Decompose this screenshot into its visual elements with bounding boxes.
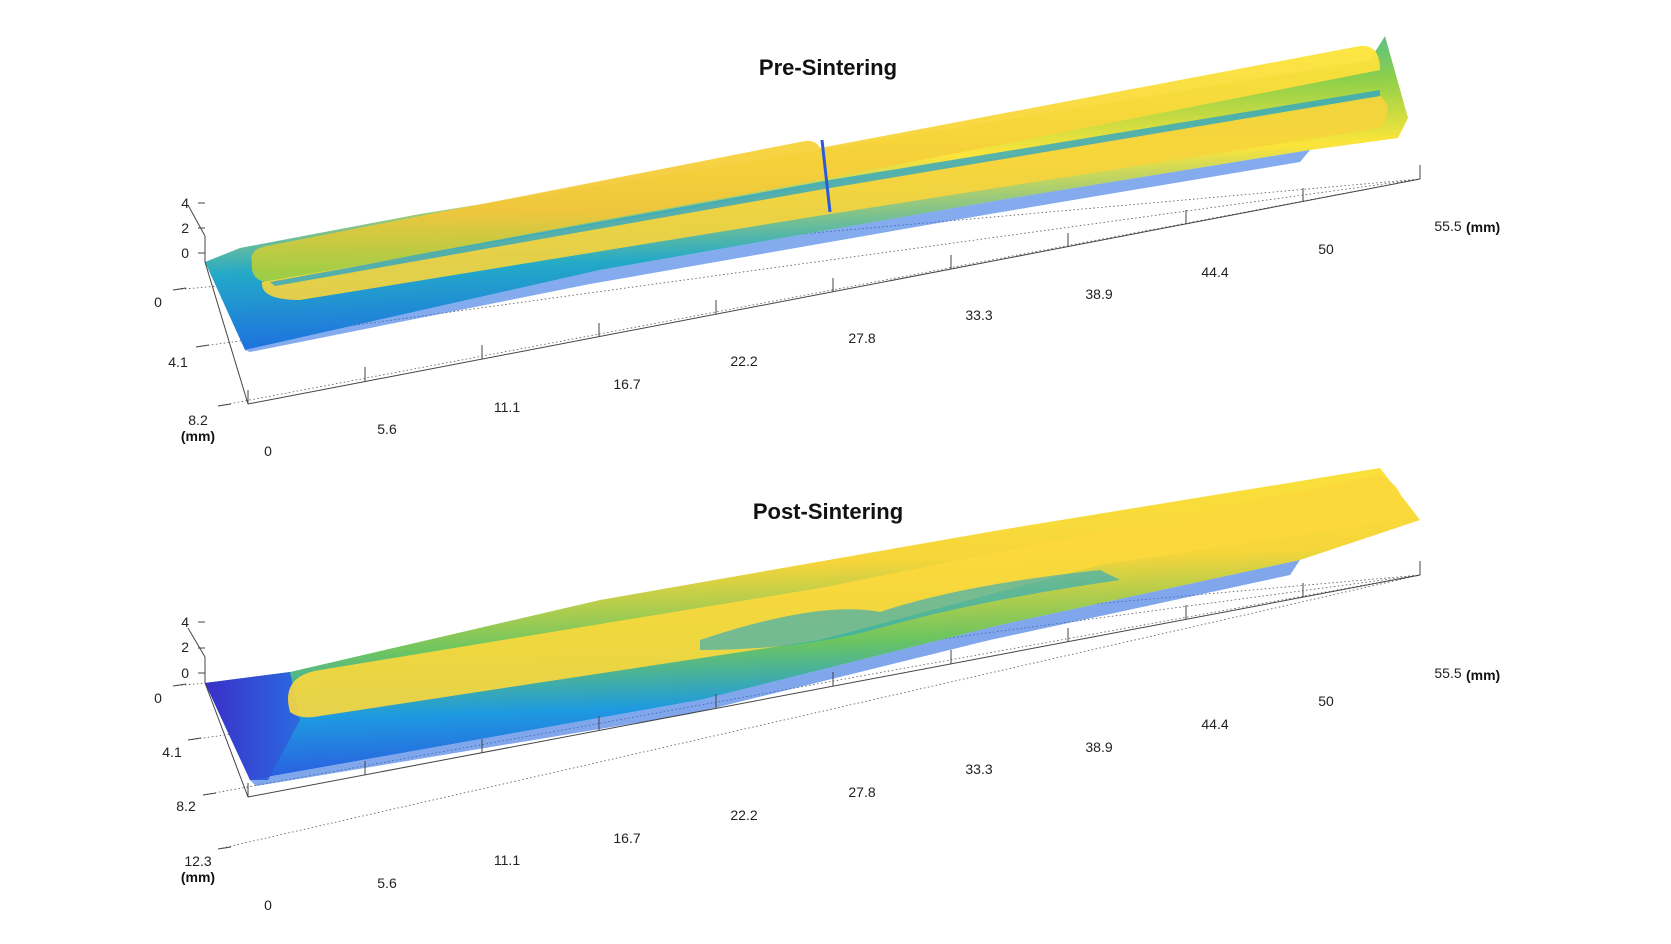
post-x-tick-27.8: 27.8 [848, 784, 875, 800]
post-z-tick-4: 4 [181, 614, 189, 630]
pre-z-tick-4: 4 [181, 195, 189, 211]
pre-x-tick-22.2: 22.2 [730, 353, 757, 369]
pre-x-tick-0: 0 [264, 443, 272, 459]
pre-axes [187, 178, 1421, 405]
post-z-tick-2: 2 [181, 639, 189, 655]
post-z-tick-0: 0 [181, 665, 189, 681]
pre-x-tick-33.3: 33.3 [965, 307, 992, 323]
post-low-region [205, 672, 300, 780]
pre-x-ticks: 0 5.6 11.1 16.7 22.2 27.8 33.3 38.9 44.4… [247, 165, 1500, 459]
post-x-tick-44.4: 44.4 [1201, 716, 1228, 732]
post-y-tick-12.3: 12.3 [184, 853, 211, 869]
pre-surface-shadow [245, 150, 1310, 352]
post-y-ticks: 0 4.1 8.2 12.3 (mm) [154, 683, 232, 885]
post-x-tick-0: 0 [264, 897, 272, 913]
post-x-tick-38.9: 38.9 [1085, 739, 1112, 755]
pre-x-tick-27.8: 27.8 [848, 330, 875, 346]
pre-y-unit: (mm) [181, 428, 215, 444]
pre-track-lower [261, 96, 1388, 300]
post-sintering-title: Post-Sintering [753, 499, 903, 524]
post-axes [187, 574, 1421, 798]
pre-y-tick-0: 0 [154, 294, 162, 310]
pre-y-tick-4.1: 4.1 [168, 354, 188, 370]
post-x-tick-55.5: 55.5 [1434, 665, 1461, 681]
pre-z-tick-0: 0 [181, 245, 189, 261]
post-surface [205, 468, 1420, 786]
pre-x-tick-16.7: 16.7 [613, 376, 640, 392]
pre-z-ticks: 4 2 0 [181, 195, 205, 261]
pre-x-unit: (mm) [1466, 219, 1500, 235]
pre-seam [820, 139, 832, 213]
post-x-tick-50: 50 [1318, 693, 1334, 709]
pre-y-tick-8.2: 8.2 [188, 412, 208, 428]
post-y-tick-8.2: 8.2 [176, 798, 196, 814]
post-surface-edge [250, 560, 1300, 786]
pre-y-ticks: 0 4.1 8.2 (mm) [154, 287, 232, 444]
post-track-valley [700, 570, 1120, 650]
post-y-tick-0: 0 [154, 690, 162, 706]
pre-x-tick-50: 50 [1318, 241, 1334, 257]
post-y-tick-4.1: 4.1 [162, 744, 182, 760]
post-x-tick-11.1: 11.1 [494, 852, 520, 868]
pre-x-tick-38.9: 38.9 [1085, 286, 1112, 302]
post-x-ticks: 0 5.6 11.1 16.7 22.2 27.8 33.3 38.9 44.4… [247, 561, 1500, 913]
pre-x-tick-11.1: 11.1 [494, 399, 520, 415]
post-z-ticks: 4 2 0 [181, 614, 205, 681]
pre-x-tick-44.4: 44.4 [1201, 264, 1228, 280]
pre-x-tick-55.5: 55.5 [1434, 218, 1461, 234]
post-x-tick-16.7: 16.7 [613, 830, 640, 846]
post-x-tick-33.3: 33.3 [965, 761, 992, 777]
post-x-tick-5.6: 5.6 [377, 875, 397, 891]
pre-sintering-title: Pre-Sintering [759, 55, 897, 80]
pre-z-tick-2: 2 [181, 220, 189, 236]
pre-track-gap [270, 90, 1380, 286]
pre-x-tick-5.6: 5.6 [377, 421, 397, 437]
pre-track-upper [251, 45, 1380, 282]
pre-surface [205, 36, 1408, 352]
post-x-tick-22.2: 22.2 [730, 807, 757, 823]
post-y-unit: (mm) [181, 869, 215, 885]
post-track-main [288, 475, 1403, 718]
pre-sintering-panel: Pre-Sintering 4 2 [154, 36, 1500, 459]
post-x-unit: (mm) [1466, 667, 1500, 683]
post-sintering-panel: Post-Sintering 4 2 0 [154, 468, 1500, 913]
